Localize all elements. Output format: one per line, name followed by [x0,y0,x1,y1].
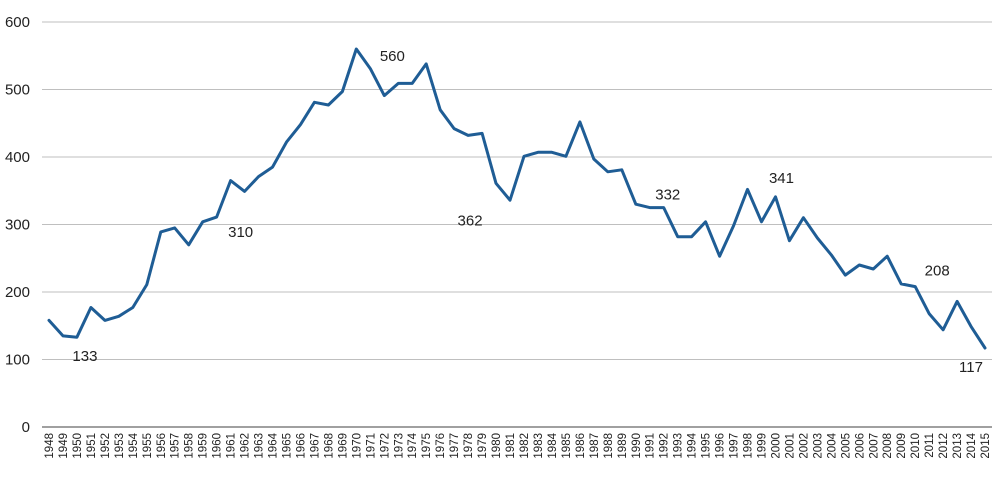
x-tick-label: 1980 [491,433,503,459]
x-tick-label: 1988 [603,433,615,459]
x-tick-label: 2011 [924,433,936,458]
x-tick-label: 1989 [617,433,629,459]
x-tick-label: 1979 [477,433,489,459]
x-tick-label: 1966 [295,433,307,459]
x-tick-label: 2002 [798,433,810,459]
x-tick-label: 1962 [240,433,252,459]
x-tick-label: 1981 [505,433,517,459]
x-tick-label: 2009 [896,433,908,459]
y-tick-label: 600 [5,14,30,31]
x-tick-label: 2006 [854,433,866,459]
x-tick-label: 1977 [449,433,461,459]
x-tick-label: 1984 [547,432,559,458]
x-tick-label: 1950 [72,433,84,459]
x-tick-label: 1992 [659,433,671,459]
series-layer [47,47,987,350]
x-tick-label: 1983 [533,433,545,459]
x-tick-label: 1978 [463,433,475,459]
x-tick-label: 1955 [142,433,154,459]
x-tick-label: 2005 [840,433,852,459]
x-tick-label: 1961 [226,433,238,459]
x-tick-label: 2000 [770,433,782,459]
x-tick-label: 2008 [882,433,894,459]
x-tick-label: 1959 [198,433,210,459]
x-tick-label: 1968 [323,433,335,459]
data-label-1950: 133 [72,348,97,365]
x-tick-label: 1997 [729,433,741,459]
x-tick-label: 2003 [812,433,824,459]
x-tick-label: 1952 [100,433,112,459]
x-tick-label: 1976 [435,433,447,459]
x-axis: 1948 1949 1950 1951 1952 1953 1954 1955 1956 1957… [42,426,992,459]
x-tick-label: 2012 [938,433,950,459]
x-tick-label: 2013 [952,433,964,459]
y-tick-label: 500 [5,82,30,99]
data-label-2010: 208 [925,263,950,280]
x-tick-label: 1954 [128,432,140,458]
x-tick-label: 2001 [784,433,796,459]
x-tick-label: 1965 [281,433,293,459]
x-tick-label: 1993 [673,433,685,459]
series-line-0 [47,47,987,350]
y-tick-label: 300 [5,217,30,234]
x-tick-label: 1960 [212,433,224,459]
x-tick-label: 1964 [268,432,280,458]
y-tick-label: 200 [5,284,30,301]
data-label-1980: 362 [458,212,483,229]
annotations: 133 310 560 362 332 341 208 117 [72,48,983,376]
x-tick-label: 1982 [519,433,531,459]
data-label-1970: 560 [380,48,405,65]
x-tick-label: 2007 [868,433,880,459]
x-tick-label: 1995 [701,433,713,459]
x-tick-label: 1999 [756,433,768,459]
x-tick-label: 1969 [337,433,349,459]
x-tick-label: 1974 [407,432,419,458]
y-tick-label: 0 [22,419,30,436]
x-tick-label: 1985 [561,433,573,459]
x-tick-label: 1953 [114,433,126,459]
x-tick-label: 1958 [184,433,196,459]
x-tick-label: 1990 [631,433,643,459]
x-tick-label: 1971 [365,433,377,459]
x-tick-label: 2014 [966,432,978,458]
data-label-2015: 117 [959,359,983,376]
x-tick-label: 2004 [826,432,838,458]
x-tick-label: 1951 [86,433,98,459]
grid-lines [42,21,992,360]
x-tick-label: 1987 [589,433,601,459]
data-label-2000: 341 [769,170,794,187]
y-axis: 0 100 200 300 400 500 600 [5,14,30,436]
x-tick-label: 1986 [575,433,587,459]
x-tick-label: 2015 [980,433,992,459]
y-tick-label: 100 [5,352,30,369]
x-tick-label: 1972 [379,433,391,459]
x-tick-label: 2010 [910,433,922,459]
data-label-1990: 332 [655,186,680,203]
x-tick-label: 1975 [421,433,433,459]
x-tick-label: 1957 [170,433,182,459]
x-tick-label: 1948 [44,433,56,459]
x-tick-label: 1967 [309,433,321,459]
data-label-1960: 310 [228,224,253,241]
x-tick-label: 1949 [58,433,70,459]
x-tick-label: 1998 [743,433,755,459]
x-tick-label: 1963 [254,433,266,459]
x-tick-label: 1956 [156,433,168,459]
x-tick-label: 1994 [687,432,699,458]
x-tick-label: 1991 [645,433,657,459]
x-tick-label: 1970 [351,433,363,459]
x-tick-label: 1996 [715,433,727,459]
y-tick-label: 400 [5,149,30,166]
x-tick-label: 1973 [393,433,405,459]
